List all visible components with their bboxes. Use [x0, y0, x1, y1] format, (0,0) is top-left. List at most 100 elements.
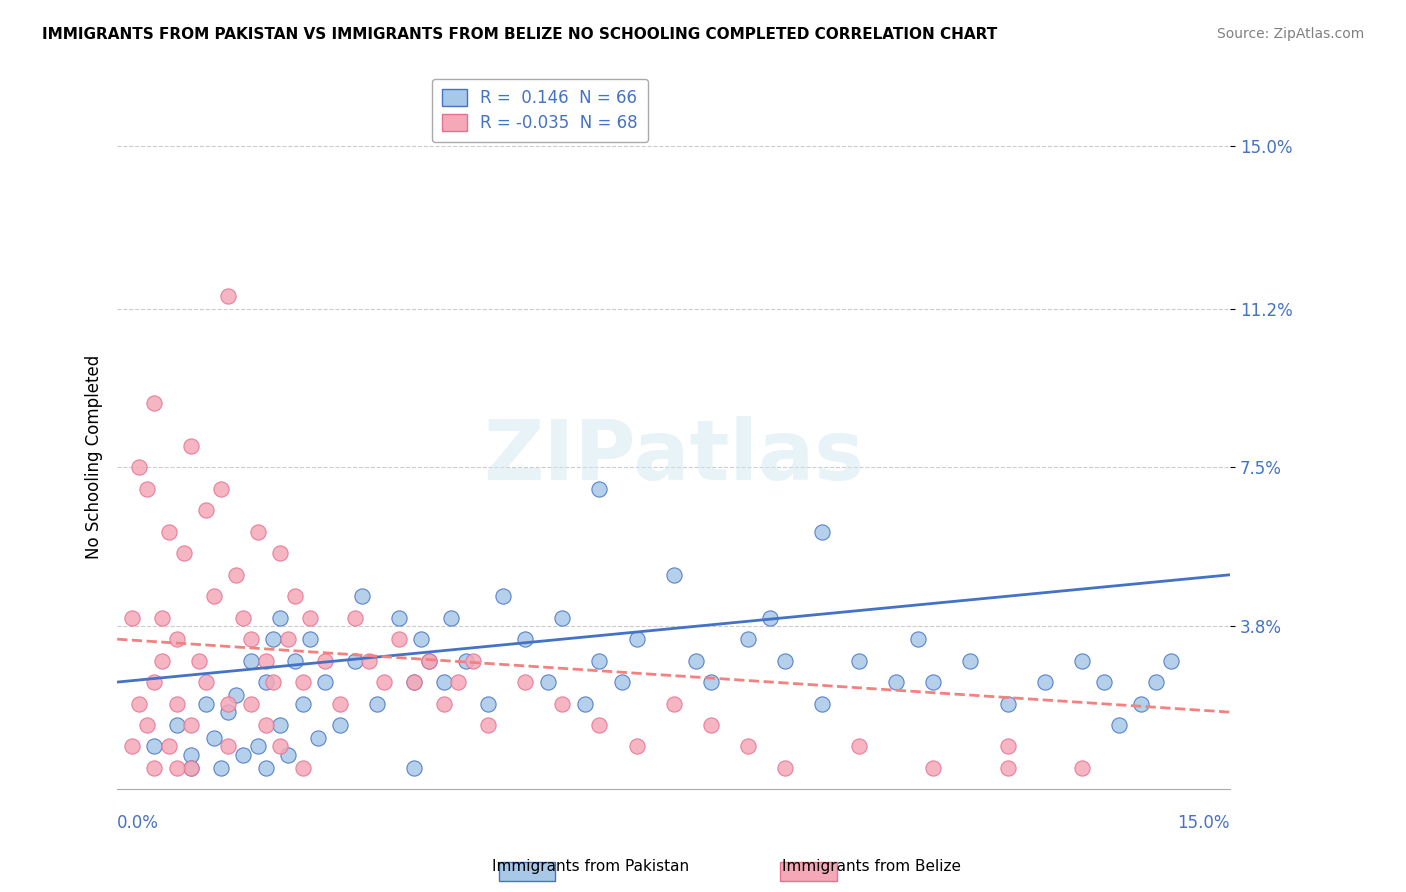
Point [515, 632, 537, 647]
Point [187, 654, 209, 668]
Point [626, 632, 648, 647]
Point [247, 524, 270, 539]
Point [128, 460, 150, 475]
Point [907, 632, 929, 647]
Point [143, 739, 166, 754]
Text: Source: ZipAtlas.com: Source: ZipAtlas.com [1216, 27, 1364, 41]
Point [402, 675, 425, 690]
Point [314, 675, 336, 690]
Point [225, 567, 247, 582]
Point [202, 731, 225, 745]
Point [359, 654, 381, 668]
Point [759, 610, 782, 624]
Point [574, 697, 596, 711]
Point [299, 610, 322, 624]
Point [291, 761, 314, 775]
Point [411, 632, 433, 647]
Point [737, 632, 759, 647]
Point [209, 482, 232, 496]
Point [150, 654, 173, 668]
Point [195, 697, 218, 711]
Point [143, 761, 166, 775]
Point [1033, 675, 1056, 690]
Point [551, 610, 574, 624]
Point [180, 761, 202, 775]
Text: ZIPatlas: ZIPatlas [484, 417, 865, 497]
Point [1130, 697, 1153, 711]
Point [418, 654, 440, 668]
Point [477, 718, 499, 732]
Point [254, 718, 277, 732]
Point [773, 654, 796, 668]
Point [150, 610, 173, 624]
Point [959, 654, 981, 668]
Point [232, 747, 254, 762]
Point [1144, 675, 1167, 690]
Point [262, 632, 284, 647]
Point [373, 675, 395, 690]
Point [269, 610, 291, 624]
Point [811, 697, 834, 711]
Point [269, 739, 291, 754]
Point [402, 761, 425, 775]
Text: Immigrants from Belize: Immigrants from Belize [782, 859, 962, 874]
Point [1070, 654, 1092, 668]
Point [195, 503, 218, 517]
Point [685, 654, 707, 668]
Point [225, 688, 247, 702]
Point [997, 697, 1019, 711]
Point [329, 697, 352, 711]
Point [202, 589, 225, 603]
Point [135, 482, 157, 496]
Point [218, 289, 240, 303]
Point [254, 761, 277, 775]
Point [157, 739, 180, 754]
Point [277, 632, 299, 647]
Point [254, 654, 277, 668]
Point [433, 675, 456, 690]
Point [700, 675, 723, 690]
Point [997, 761, 1019, 775]
Point [1092, 675, 1115, 690]
Point [433, 697, 456, 711]
Point [329, 718, 352, 732]
Point [291, 697, 314, 711]
Point [218, 739, 240, 754]
Text: Immigrants from Pakistan: Immigrants from Pakistan [492, 859, 689, 874]
Point [922, 675, 945, 690]
Point [180, 439, 202, 453]
Point [551, 697, 574, 711]
Point [848, 739, 870, 754]
Point [610, 675, 633, 690]
Point [737, 739, 759, 754]
Point [166, 718, 188, 732]
Point [477, 697, 499, 711]
Point [299, 632, 322, 647]
Point [515, 675, 537, 690]
Point [662, 567, 685, 582]
Point [388, 632, 411, 647]
Point [239, 632, 262, 647]
Point [402, 675, 425, 690]
Point [440, 610, 463, 624]
Point [366, 697, 388, 711]
Point [773, 761, 796, 775]
Point [269, 546, 291, 560]
Point [128, 697, 150, 711]
Point [700, 718, 723, 732]
Point [218, 705, 240, 719]
Point [157, 524, 180, 539]
Point [536, 675, 558, 690]
Point [588, 718, 610, 732]
Text: 15.0%: 15.0% [1178, 814, 1230, 832]
Point [997, 739, 1019, 754]
Point [284, 589, 307, 603]
Point [143, 675, 166, 690]
Point [121, 739, 143, 754]
Point [447, 675, 470, 690]
Point [884, 675, 907, 690]
Point [922, 761, 945, 775]
Y-axis label: No Schooling Completed: No Schooling Completed [86, 355, 103, 559]
Point [180, 747, 202, 762]
Point [254, 675, 277, 690]
